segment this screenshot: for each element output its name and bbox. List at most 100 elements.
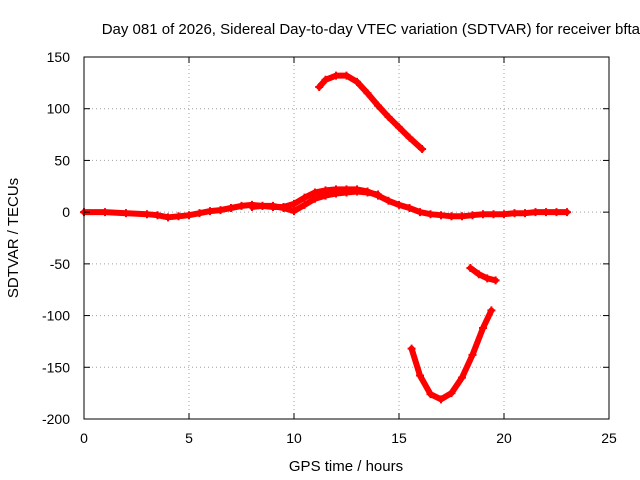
x-axis-title: GPS time / hours	[289, 458, 403, 475]
data-point	[174, 212, 183, 221]
y-tick-label: 100	[47, 101, 71, 117]
data-point	[237, 201, 246, 210]
data-point	[405, 204, 414, 213]
data-point	[342, 71, 351, 80]
y-tick-label: 150	[47, 49, 71, 65]
series-main-trace-a	[80, 185, 571, 222]
ticks	[83, 56, 610, 420]
data-point	[395, 200, 403, 209]
data-point	[143, 210, 151, 219]
data-point	[164, 213, 172, 222]
y-axis-title: SDTVAR / TECUs	[5, 178, 22, 298]
y-tick-labels: -200 -150 -100 -50 0 50 100 150	[42, 49, 70, 427]
data-point	[290, 207, 298, 216]
data-point	[437, 395, 445, 404]
data-point	[363, 89, 372, 98]
data-point	[416, 371, 424, 380]
data-point	[468, 211, 477, 220]
y-tick-label: 0	[62, 204, 70, 220]
data-point	[437, 211, 445, 220]
data-point	[216, 206, 225, 215]
data-point	[531, 208, 540, 217]
y-tick-label: -200	[42, 411, 70, 427]
data-point	[458, 373, 466, 382]
x-tick-label: 5	[185, 430, 193, 446]
chart-title: Day 081 of 2026, Sidereal Day-to-day VTE…	[102, 21, 640, 38]
data-point	[311, 194, 319, 203]
grid	[83, 56, 610, 420]
data-point	[279, 204, 288, 213]
data-point	[258, 201, 267, 210]
y-tick-label: -150	[42, 359, 70, 375]
data-point	[248, 202, 256, 211]
y-tick-label: -100	[42, 308, 70, 324]
data-point	[185, 211, 193, 220]
data-point	[491, 276, 500, 285]
data-point	[290, 199, 298, 208]
x-tick-label: 0	[80, 430, 88, 446]
data-point	[300, 193, 309, 202]
data-point	[458, 212, 466, 221]
data-point	[510, 209, 519, 218]
data-point	[227, 204, 235, 213]
data-point	[487, 306, 496, 315]
data-point	[384, 112, 393, 121]
data-point	[153, 211, 162, 220]
data-point	[483, 274, 492, 283]
data-point	[374, 190, 382, 199]
data-point	[353, 187, 361, 196]
series-short-segment	[466, 263, 500, 285]
x-tick-label: 25	[601, 430, 617, 446]
x-tick-label: 10	[286, 430, 302, 446]
data-point	[521, 209, 529, 218]
data-point	[447, 389, 456, 398]
series-lower-u	[407, 306, 496, 404]
data-point	[321, 75, 330, 84]
plot-frame	[83, 56, 610, 420]
x-tick-label: 15	[391, 430, 407, 446]
data-point	[416, 208, 424, 217]
data-point	[342, 188, 351, 197]
data-point	[374, 101, 382, 110]
x-tick-labels: 0 5 10 15 20 25	[80, 430, 617, 446]
series-upper-arc	[315, 71, 427, 154]
data-point	[269, 201, 277, 210]
data-point	[447, 212, 456, 221]
data-point	[468, 350, 477, 359]
data-point	[395, 123, 403, 132]
data-point	[407, 344, 416, 353]
data-point	[195, 209, 204, 218]
data-point	[426, 390, 435, 399]
series-main-trace-b	[248, 187, 382, 216]
data-point	[474, 270, 483, 279]
y-tick-label: 50	[54, 152, 70, 168]
series-layer	[80, 71, 571, 404]
data-point	[321, 191, 330, 200]
series-line	[408, 307, 495, 403]
data-point	[300, 200, 309, 209]
data-point	[206, 207, 214, 216]
data-point	[466, 263, 475, 272]
data-point	[418, 145, 427, 154]
data-point	[363, 188, 372, 197]
data-point	[332, 189, 340, 198]
data-point	[405, 133, 414, 142]
data-point	[489, 210, 498, 219]
data-point	[500, 210, 508, 219]
data-point	[426, 210, 435, 219]
data-point	[353, 77, 361, 86]
data-point	[479, 323, 487, 332]
x-tick-label: 20	[496, 430, 512, 446]
data-point	[552, 208, 561, 217]
data-point	[122, 209, 130, 218]
data-point	[479, 210, 487, 219]
data-point	[332, 71, 340, 80]
y-tick-label: -50	[50, 256, 70, 272]
series-line	[467, 265, 499, 284]
data-point	[384, 196, 393, 205]
data-point	[101, 208, 109, 217]
data-point	[542, 208, 550, 217]
data-point	[315, 82, 324, 91]
data-point	[563, 208, 571, 217]
